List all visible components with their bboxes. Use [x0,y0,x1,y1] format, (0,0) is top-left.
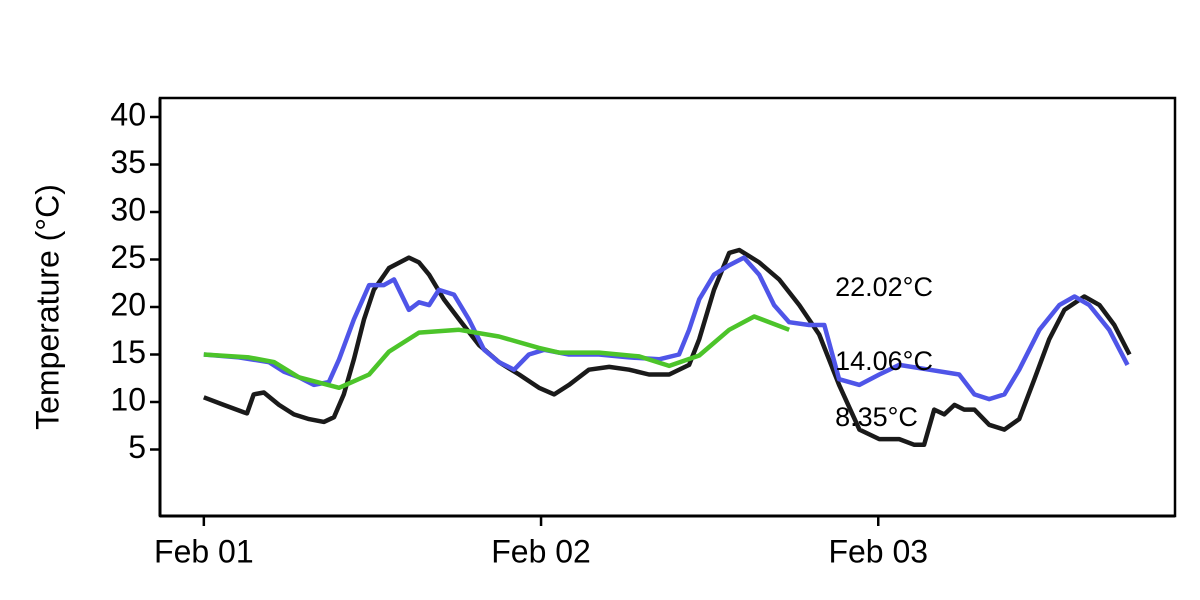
y-tick-label: 15 [110,334,146,370]
series-line [203,314,790,391]
annotation: 14.06°C [835,346,933,376]
series-line [203,255,1130,402]
y-tick-label: 40 [110,96,146,132]
x-tick-label: Feb 03 [828,533,928,569]
y-tick-label: 5 [128,429,146,465]
y-tick-label: 30 [110,191,146,227]
y-tick-label: 10 [110,381,146,417]
plot-frame [158,96,1177,518]
y-tick-label: 35 [110,144,146,180]
annotation: 22.02°C [835,272,933,302]
x-tick-label: Feb 01 [154,533,254,569]
y-tick-label: 20 [110,286,146,322]
x-tick-label: Feb 02 [491,533,591,569]
series-line [202,247,1132,448]
y-axis-label: Temperature (°C) [29,184,65,430]
y-tick-label: 25 [110,239,146,275]
annotation: 8.35°C [835,402,918,432]
